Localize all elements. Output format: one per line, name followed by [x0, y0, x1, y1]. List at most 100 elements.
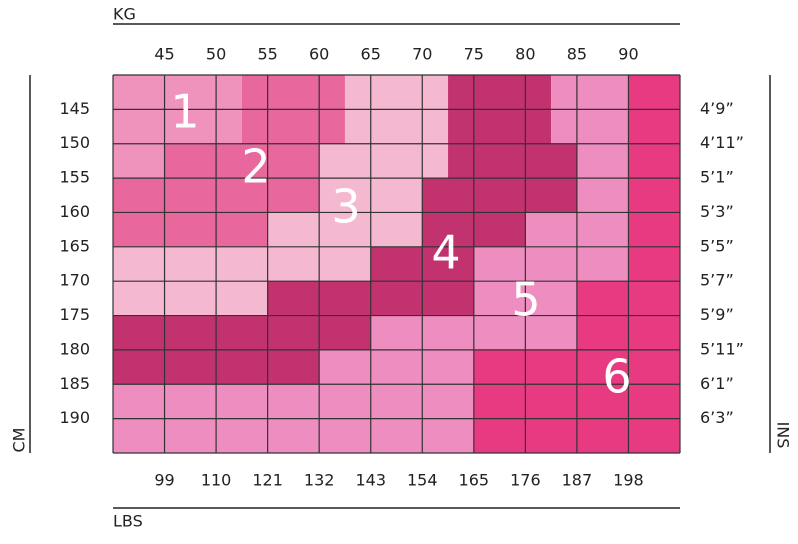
cell	[628, 315, 680, 350]
cell	[164, 349, 217, 385]
cell	[267, 349, 320, 385]
lbs-label: 198	[613, 471, 644, 490]
cell	[319, 281, 371, 316]
cell	[628, 349, 680, 385]
cell	[576, 349, 629, 385]
lbs-label: 154	[407, 471, 438, 490]
zone-number: 5	[511, 273, 540, 327]
cell	[576, 178, 629, 213]
cm-label: 150	[59, 133, 90, 152]
cell	[216, 143, 268, 179]
zone-number: 4	[431, 226, 460, 280]
cell	[267, 281, 320, 316]
kg-label: 70	[412, 45, 432, 64]
cell	[113, 246, 165, 282]
kg-label: 90	[618, 45, 638, 64]
cell	[113, 212, 165, 247]
cell	[164, 315, 217, 350]
cm-label: 165	[59, 236, 90, 255]
cell	[422, 281, 474, 316]
ins-label: 5’3”	[700, 202, 734, 221]
cell	[422, 109, 449, 144]
cell	[216, 349, 268, 385]
axis-label: LBS	[113, 512, 143, 531]
cell	[241, 109, 268, 144]
cell	[319, 246, 371, 282]
cell	[267, 178, 320, 213]
cell	[422, 349, 474, 385]
cell	[216, 75, 242, 110]
cell	[113, 315, 165, 350]
cell	[370, 315, 423, 350]
cell	[113, 281, 165, 316]
kg-label: 80	[515, 45, 535, 64]
cell	[267, 143, 320, 179]
kg-label: 65	[361, 45, 381, 64]
zone-number: 6	[602, 350, 631, 404]
cell	[164, 109, 217, 144]
cm-label: 145	[59, 99, 90, 118]
cell	[473, 178, 526, 213]
cell	[164, 143, 217, 179]
cell	[113, 75, 165, 110]
cell	[113, 384, 165, 419]
cell	[422, 246, 474, 282]
cell	[164, 246, 217, 282]
ins-label: 6’1”	[700, 374, 734, 393]
cell	[525, 143, 577, 179]
ins-label: 4’11”	[700, 133, 744, 152]
cell	[216, 178, 268, 213]
lbs-label: 176	[510, 471, 541, 490]
axis-label: KG	[113, 5, 136, 24]
cell	[370, 281, 423, 316]
cm-label: 185	[59, 374, 90, 393]
cell	[113, 349, 165, 385]
cell	[370, 246, 423, 282]
cm-label: 160	[59, 202, 90, 221]
cell	[164, 281, 217, 316]
cell	[164, 75, 217, 110]
cell	[370, 143, 423, 179]
cell	[576, 384, 629, 419]
cell	[267, 109, 320, 144]
lbs-label: 99	[154, 471, 174, 490]
lbs-label: 143	[355, 471, 386, 490]
cell	[551, 109, 577, 144]
lbs-label: 132	[304, 471, 335, 490]
cell	[267, 212, 320, 247]
cell	[576, 143, 629, 179]
cell	[525, 349, 577, 385]
cell	[113, 109, 165, 144]
cell	[422, 178, 474, 213]
ins-label: 4’9”	[700, 99, 734, 118]
cell	[576, 212, 629, 247]
ins-label: 5’5”	[700, 236, 734, 255]
cell	[370, 349, 423, 385]
lbs-label: 110	[201, 471, 232, 490]
cell	[473, 143, 526, 179]
cell	[525, 212, 577, 247]
cell	[267, 418, 320, 453]
kg-label: 75	[464, 45, 484, 64]
cell	[370, 75, 423, 110]
cell	[628, 281, 680, 316]
cell	[576, 246, 629, 282]
cell	[473, 418, 526, 453]
cell	[525, 75, 552, 110]
cell	[628, 246, 680, 282]
cm-label: 170	[59, 271, 90, 290]
cell	[216, 281, 268, 316]
cell	[473, 281, 526, 316]
cell	[319, 178, 371, 213]
cell	[576, 109, 629, 144]
cell	[216, 384, 268, 419]
cell	[319, 212, 371, 247]
zone-number: 2	[241, 140, 270, 194]
cell	[525, 281, 577, 316]
cell	[370, 418, 423, 453]
ins-label: 5’9”	[700, 305, 734, 324]
cm-label: 190	[59, 408, 90, 427]
cell	[576, 418, 629, 453]
cell	[473, 212, 526, 247]
cell	[422, 418, 474, 453]
